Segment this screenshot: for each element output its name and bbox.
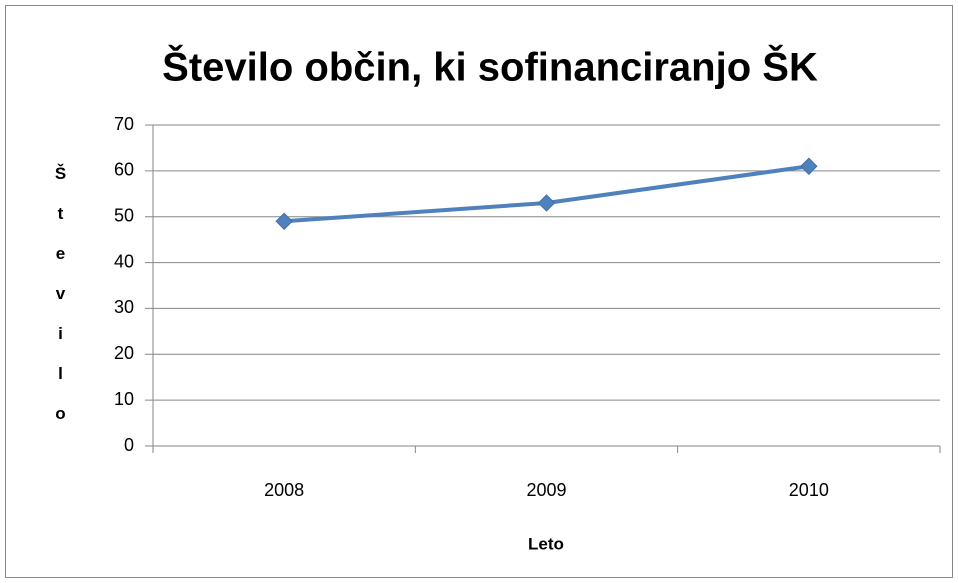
y-tick-label: 70 [114,114,134,134]
y-tick-label: 30 [114,297,134,317]
y-tick-label: 50 [114,205,134,225]
y-tick-label: 0 [124,435,134,455]
y-tick-label: 40 [114,251,134,271]
x-tick-label: 2008 [264,480,304,500]
y-axis-label: Število [51,164,70,444]
y-tick-label: 10 [114,389,134,409]
chart-border [5,5,953,578]
marker [800,157,818,175]
marker [537,194,556,212]
y-tick-label: 20 [114,343,134,363]
x-tick-label: 2009 [526,480,566,500]
chart-title: Število občin, ki sofinanciranjo ŠK [162,44,818,90]
y-tick-label: 60 [114,160,134,180]
x-axis-label: Leto [528,534,564,553]
marker [275,212,293,231]
x-tick-label: 2010 [789,480,829,500]
